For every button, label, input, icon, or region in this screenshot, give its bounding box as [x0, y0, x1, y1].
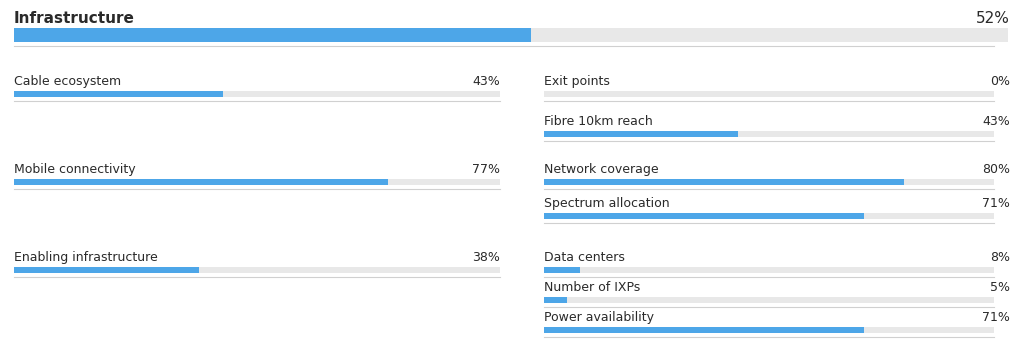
Text: Infrastructure: Infrastructure	[14, 11, 135, 26]
Bar	[544, 179, 994, 185]
Bar	[14, 91, 223, 97]
Text: Data centers: Data centers	[544, 251, 625, 264]
Text: Cable ecosystem: Cable ecosystem	[14, 75, 121, 88]
Bar	[14, 267, 500, 273]
Bar	[544, 213, 994, 219]
Text: Number of IXPs: Number of IXPs	[544, 281, 640, 294]
Text: Enabling infrastructure: Enabling infrastructure	[14, 251, 158, 264]
Bar	[544, 131, 994, 137]
Bar	[544, 91, 994, 97]
Bar	[544, 327, 994, 333]
Bar	[14, 179, 500, 185]
Bar	[14, 91, 500, 97]
Text: 5%: 5%	[990, 281, 1010, 294]
Text: Exit points: Exit points	[544, 75, 610, 88]
Text: 80%: 80%	[982, 163, 1010, 176]
Bar	[14, 28, 1008, 42]
Text: Spectrum allocation: Spectrum allocation	[544, 197, 670, 210]
Text: Fibre 10km reach: Fibre 10km reach	[544, 115, 652, 128]
Text: 43%: 43%	[472, 75, 500, 88]
Text: 43%: 43%	[982, 115, 1010, 128]
Bar	[544, 267, 994, 273]
Text: Network coverage: Network coverage	[544, 163, 658, 176]
Text: 71%: 71%	[982, 311, 1010, 324]
Bar	[544, 327, 863, 333]
Bar	[544, 297, 994, 303]
Text: Power availability: Power availability	[544, 311, 654, 324]
Bar	[14, 267, 199, 273]
Bar	[14, 28, 994, 42]
Text: 38%: 38%	[472, 251, 500, 264]
Text: 8%: 8%	[990, 251, 1010, 264]
Text: 0%: 0%	[990, 75, 1010, 88]
Bar	[14, 28, 523, 42]
Bar	[544, 179, 904, 185]
Text: 52%: 52%	[976, 11, 1010, 26]
Bar	[544, 213, 863, 219]
Text: 71%: 71%	[982, 197, 1010, 210]
Bar	[544, 267, 580, 273]
Bar	[14, 28, 530, 42]
Bar	[544, 297, 566, 303]
Text: 77%: 77%	[472, 163, 500, 176]
Bar	[14, 179, 388, 185]
Bar	[544, 131, 737, 137]
Text: Mobile connectivity: Mobile connectivity	[14, 163, 135, 176]
